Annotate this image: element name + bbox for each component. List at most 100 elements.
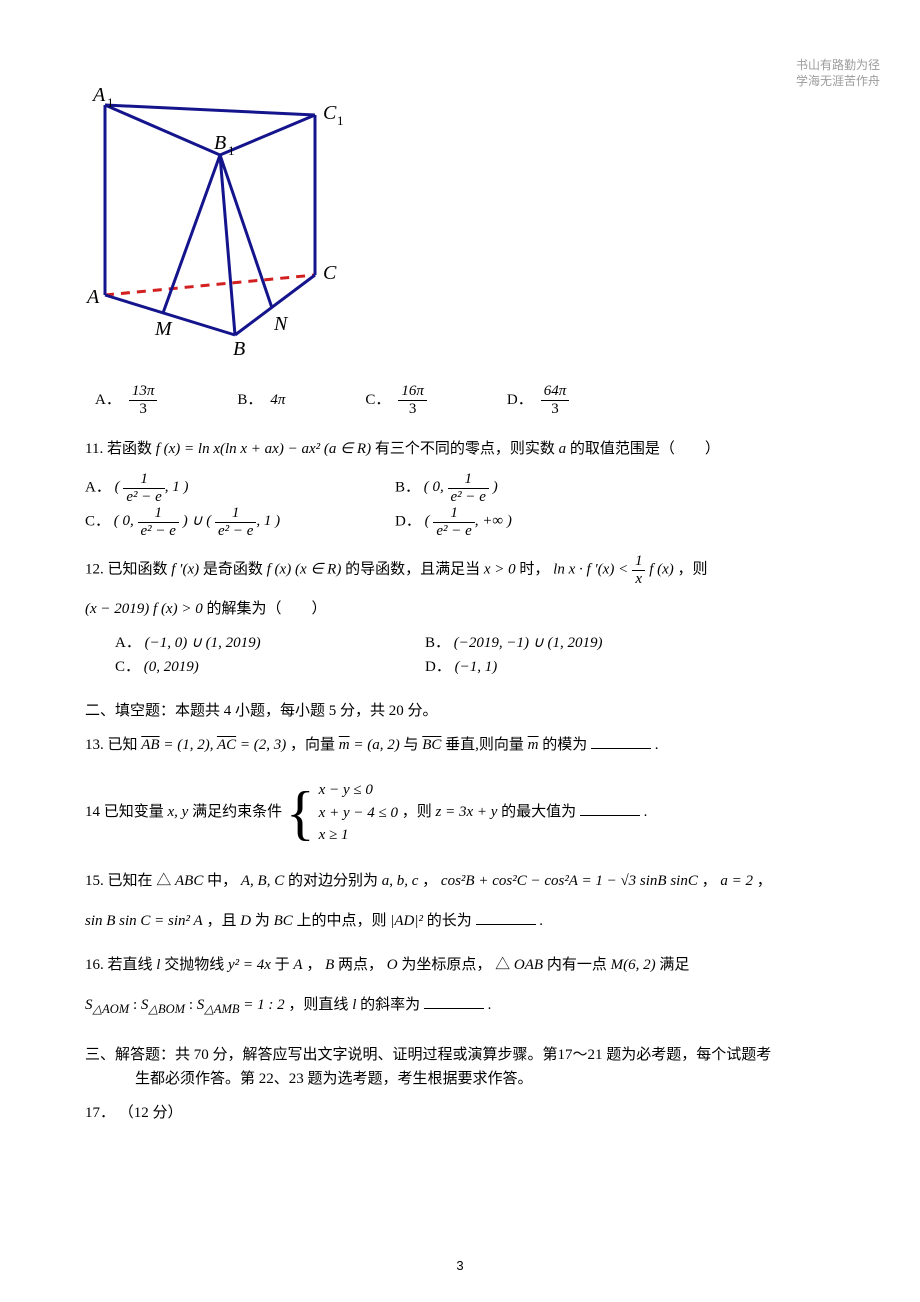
colon: : (133, 997, 141, 1013)
q-text: ，则 (678, 561, 708, 577)
q-expr: f ′(x) (171, 561, 199, 577)
triangle-abc: ABC (175, 873, 203, 889)
vec-m: m (339, 737, 350, 753)
q-expr: (x − 2019) f (x) > 0 (85, 601, 203, 617)
q-text: ，则 (402, 804, 436, 820)
choice-label: B． (425, 635, 450, 651)
q10-choice-D: D． 64π 3 (507, 383, 569, 417)
choice-label: C． (85, 513, 110, 529)
svg-text:C: C (323, 102, 337, 124)
constraint-3: x ≥ 1 (319, 824, 398, 847)
q15-line2: sin B sin C = sin² A ，且 D 为 BC 上的中点，则 |A… (85, 909, 835, 933)
q16-line2: S△AOM : S△BOM : S△AMB = 1 : 2 ，则直线 l 的斜率… (85, 993, 835, 1019)
interval: ( 0, 1 e² − e ) (424, 479, 498, 495)
section3-head: 三、解答题：共 70 分，解答应写出文字说明、证明过程或演算步骤。第17～21 … (85, 1043, 835, 1091)
q-pts: （12 分） (119, 1105, 183, 1121)
svg-text:1: 1 (107, 95, 114, 110)
fraction: 64π 3 (541, 383, 570, 417)
q14: 14 已知变量 x, y 满足约束条件 { x − y ≤ 0 x + y − … (85, 779, 835, 847)
q-text: 若直线 (108, 957, 157, 973)
answer-blank[interactable] (476, 909, 536, 925)
q-expr: y² = 4x (228, 957, 271, 973)
q-expr: cos²B + cos²C − cos²A = 1 − √3 sinB sinC (441, 873, 698, 889)
var-D: D (240, 913, 251, 929)
q-text: 内有一点 (547, 957, 611, 973)
section2-head: 二、填空题：本题共 4 小题，每小题 5 分，共 20 分。 (85, 699, 835, 723)
answer-blank[interactable] (580, 800, 640, 816)
q-expr: ln x · f ′(x) < (553, 561, 632, 577)
q-expr: a, b, c (382, 873, 419, 889)
q-text: 已知变量 (104, 804, 168, 820)
q-text: ， (422, 873, 441, 889)
q-text: 已知在 △ (108, 873, 176, 889)
svg-text:M: M (154, 318, 173, 340)
q-expr: f (x) = ln x(ln x + ax) − ax² (a ∈ R) (156, 441, 371, 457)
sub-bom: △BOM (148, 1002, 185, 1016)
q-expr: f (x) (649, 561, 674, 577)
fraction: 13π 3 (129, 383, 158, 417)
q-text: ，且 (206, 913, 240, 929)
svg-text:N: N (273, 313, 289, 335)
choice-label: B． (395, 479, 420, 495)
page-number: 3 (0, 1256, 920, 1277)
choice-label: A． (95, 388, 121, 412)
q-expr: z = 3x + y (435, 804, 497, 820)
brace-icon: { (286, 789, 315, 837)
fraction: 16π 3 (398, 383, 427, 417)
svg-text:B: B (233, 338, 245, 355)
q-expr: = (2, 3) (240, 737, 286, 753)
choice-label: C． (115, 659, 140, 675)
colon: : (189, 997, 197, 1013)
svg-text:A: A (85, 286, 100, 308)
choice-label: D． (507, 388, 533, 412)
choice-label: D． (425, 659, 451, 675)
svg-text:A: A (91, 85, 106, 106)
q-text: 与 (403, 737, 422, 753)
vec-BC: BC (422, 737, 441, 753)
q-num: 15. (85, 873, 104, 889)
q-text: ， (306, 957, 325, 973)
sec3-line1: 三、解答题：共 70 分，解答应写出文字说明、证明过程或演算步骤。第17～21 … (85, 1043, 835, 1067)
var-A: A (293, 957, 302, 973)
q-text: 的长为 (427, 913, 472, 929)
choice-label: A． (115, 635, 141, 651)
q-text: 的对边分别为 (288, 873, 382, 889)
var-l: l (352, 997, 356, 1013)
q-text: 两点， (338, 957, 387, 973)
interval: ( 1 e² − e , +∞ ) (425, 513, 512, 529)
q-num: 12. (85, 561, 104, 577)
var-B: B (325, 957, 334, 973)
var-O: O (387, 957, 398, 973)
var-BC: BC (274, 913, 293, 929)
q-text: 有三个不同的零点，则实数 (375, 441, 559, 457)
svg-text:1: 1 (337, 113, 344, 128)
q13: 13. 已知 AB = (1, 2), AC = (2, 3) ，向量 m = … (85, 733, 835, 757)
q11-choice-B: B． ( 0, 1 e² − e ) (395, 471, 705, 505)
q12-choice-A: A． (−1, 0) ∪ (1, 2019) (115, 631, 425, 655)
q12-choices-row2: C． (0, 2019) D． (−1, 1) (85, 655, 835, 679)
answer-blank[interactable] (591, 733, 651, 749)
q11-choice-C: C． ( 0, 1 e² − e ) ∪ ( 1 e² − e , 1 ) (85, 505, 395, 539)
q-text: 的解集为（ ） (206, 601, 326, 617)
q-num: 14 (85, 804, 100, 820)
q-num: 16. (85, 957, 104, 973)
q10-choice-C: C． 16π 3 (365, 383, 427, 417)
q-text: ， (702, 873, 721, 889)
q11-choice-D: D． ( 1 e² − e , +∞ ) (395, 505, 705, 539)
q12-choice-D: D． (−1, 1) (425, 655, 735, 679)
answer-blank[interactable] (424, 993, 484, 1009)
header-motto: 书山有路勤为径 学海无涯苦作舟 (796, 58, 880, 89)
q-text: 垂直,则向量 (445, 737, 528, 753)
vec-AC: AC (217, 737, 236, 753)
q-text: 的斜率为 (360, 997, 420, 1013)
constraint-2: x + y − 4 ≤ 0 (319, 802, 398, 825)
var-M: M(6, 2) (611, 957, 656, 973)
q-text: ，向量 (290, 737, 339, 753)
choice-text: 4π (270, 388, 285, 412)
svg-text:C: C (323, 262, 337, 284)
q-expr: A, B, C (241, 873, 284, 889)
sec3-line2: 生都必须作答。第 22、23 题为选考题，考生根据要求作答。 (85, 1067, 835, 1091)
q12-choices-row1: A． (−1, 0) ∪ (1, 2019) B． (−2019, −1) ∪ … (85, 631, 835, 655)
q-expr: |AD|² (390, 913, 423, 929)
q-expr: a = 2 (720, 873, 753, 889)
